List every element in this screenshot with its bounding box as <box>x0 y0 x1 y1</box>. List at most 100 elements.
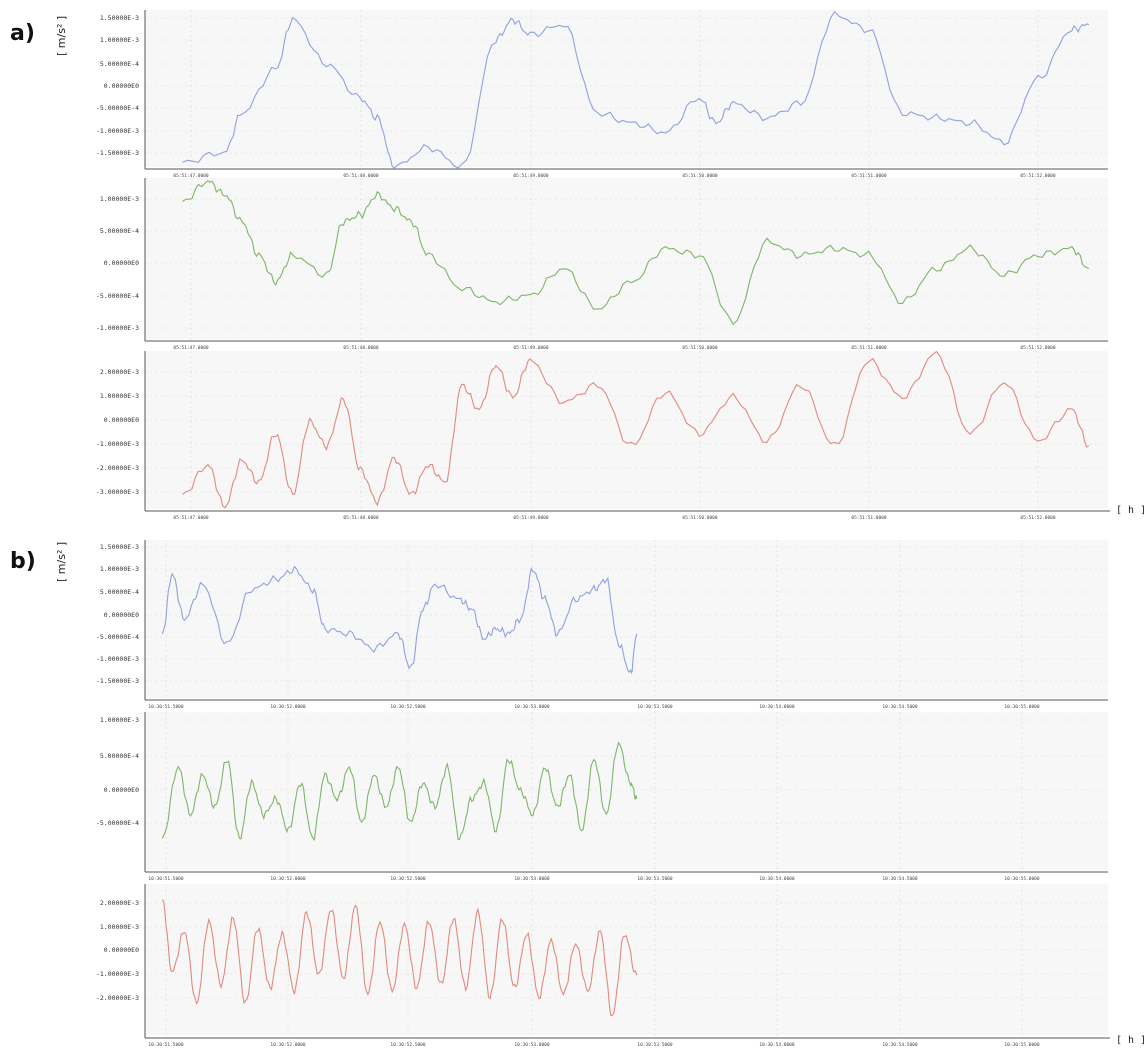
x-tick-label: 10:30:54.0000 <box>759 1042 795 1048</box>
y-tick-label: -1.00000E-3 <box>96 127 139 135</box>
x-tick-label: 05:51:50.0000 <box>682 515 718 521</box>
panel-b-letter: b) <box>10 549 36 574</box>
x-tick-label: 05:51:51.0000 <box>851 345 887 351</box>
x-tick-label: 10:30:54.5000 <box>882 876 918 882</box>
y-tick-label: 1.50000E-3 <box>100 14 139 22</box>
chart-a-row-1: 1.50000E-3 1.00000E-3 5.00000E-4 0.00000E0 -… <box>96 10 1108 179</box>
plot-background <box>145 10 1108 167</box>
charts-layer: 1.50000E-3 1.00000E-3 5.00000E-4 0.00000E0 -… <box>96 10 1110 1048</box>
y-tick-label: 0.00000E0 <box>104 416 139 424</box>
chart-a-row-3: 2.00000E-3 1.00000E-3 0.00000E0 -1.00000E-3… <box>96 350 1110 521</box>
x-tick-label: 10:30:53.5000 <box>637 704 673 710</box>
x-tick-label: 10:30:55.0000 <box>1004 1042 1040 1048</box>
x-tick-label: 10:30:51.5000 <box>148 704 184 710</box>
y-tick-label: -1.00000E-3 <box>96 970 139 978</box>
y-tick-label: 5.00000E-4 <box>100 60 139 68</box>
y-tick-label: -3.00000E-3 <box>96 488 139 496</box>
plot-background <box>145 540 1108 698</box>
y-tick-label: 5.00000E-4 <box>100 588 139 596</box>
y-tick-label: 1.00000E-3 <box>100 923 139 931</box>
series-line <box>161 741 638 842</box>
series-line <box>182 350 1090 509</box>
y-tick-label: -1.00000E-3 <box>96 324 139 332</box>
plot-background <box>145 712 1108 870</box>
y-tick-label: 0.00000E0 <box>104 82 139 90</box>
y-tick-label: 1.00000E-3 <box>100 392 139 400</box>
x-tick-label: 10:30:53.0000 <box>514 876 550 882</box>
x-tick-label: 05:51:51.0000 <box>851 173 887 179</box>
x-tick-label: 10:30:55.0000 <box>1004 704 1040 710</box>
x-tick-label: 05:51:50.0000 <box>682 345 718 351</box>
y-tick-label: 0.00000E0 <box>104 786 139 794</box>
x-tick-label: 10:30:52.5000 <box>390 876 426 882</box>
y-tick-label: -5.00000E-4 <box>96 292 139 300</box>
chart-b-row-3: 2.00000E-3 1.00000E-3 0.00000E0 -1.00000E-3… <box>96 884 1110 1048</box>
x-tick-label: 10:30:53.5000 <box>637 1042 673 1048</box>
panel-b-y-unit: [ m/s² ] <box>55 542 68 582</box>
series-line <box>182 180 1090 326</box>
x-tick-label: 10:30:54.0000 <box>759 876 795 882</box>
x-tick-label: 10:30:53.0000 <box>514 704 550 710</box>
panel-a-letter: a) <box>10 21 35 46</box>
x-tick-label: 10:30:51.5000 <box>148 876 184 882</box>
x-tick-label: 10:30:53.5000 <box>637 876 673 882</box>
y-tick-label: 1.50000E-3 <box>100 543 139 551</box>
x-tick-label: 10:30:54.0000 <box>759 704 795 710</box>
y-tick-label: -5.00000E-4 <box>96 633 139 641</box>
x-tick-label: 10:30:52.5000 <box>390 704 426 710</box>
y-tick-label: 5.00000E-4 <box>100 227 139 235</box>
y-tick-label: 2.00000E-3 <box>100 368 139 376</box>
y-tick-label: -1.50000E-3 <box>96 149 139 157</box>
series-line <box>161 565 638 675</box>
x-tick-label: 10:30:53.0000 <box>514 1042 550 1048</box>
y-tick-label: -1.00000E-3 <box>96 440 139 448</box>
x-tick-label: 10:30:52.0000 <box>270 876 306 882</box>
series-line <box>161 899 638 1016</box>
x-tick-label: 05:51:48.0000 <box>343 515 379 521</box>
y-tick-label: 0.00000E0 <box>104 259 139 267</box>
x-tick-label: 10:30:51.5000 <box>148 1042 184 1048</box>
y-tick-label: 1.00000E-3 <box>100 195 139 203</box>
plot-background <box>145 884 1108 1035</box>
chart-b-row-1: 1.50000E-3 1.00000E-3 5.00000E-4 0.00000E0 -… <box>96 540 1108 710</box>
y-tick-label: -2.00000E-3 <box>96 464 139 472</box>
x-tick-label: 05:51:47.0000 <box>173 173 209 179</box>
series-line <box>182 10 1089 169</box>
plot-background <box>145 351 1108 509</box>
y-tick-label: 0.00000E0 <box>104 946 139 954</box>
x-tick-label: 05:51:47.0000 <box>173 345 209 351</box>
x-tick-label: 05:51:48.0000 <box>343 345 379 351</box>
y-tick-label: -1.50000E-3 <box>96 677 139 685</box>
y-tick-label: -1.00000E-3 <box>96 655 139 663</box>
chart-a-row-2: 1.00000E-3 5.00000E-4 0.00000E0 -5.00000E-4… <box>96 178 1108 351</box>
panel-b-x-unit: [ h ] <box>1116 1035 1145 1046</box>
panel-a-x-unit: [ h ] <box>1116 505 1145 516</box>
x-tick-label: 05:51:51.0000 <box>851 515 887 521</box>
y-tick-label: 0.00000E0 <box>104 611 139 619</box>
x-tick-label: 05:51:49.0000 <box>513 515 549 521</box>
x-tick-label: 10:30:52.0000 <box>270 1042 306 1048</box>
x-tick-label: 05:51:52.0000 <box>1020 515 1056 521</box>
y-tick-label: -5.00000E-4 <box>96 104 139 112</box>
x-tick-label: 05:51:52.0000 <box>1020 173 1056 179</box>
plot-background <box>145 178 1108 339</box>
chart-b-row-2: 1.00000E-3 5.00000E-4 0.00000E0 -5.00000E-4… <box>96 712 1108 882</box>
panel-a-y-unit: [ m/s² ] <box>55 16 68 56</box>
y-tick-label: -5.00000E-4 <box>96 819 139 827</box>
y-tick-label: 5.00000E-4 <box>100 752 139 760</box>
y-tick-label: -2.00000E-3 <box>96 994 139 1002</box>
x-tick-label: 10:30:55.0000 <box>1004 876 1040 882</box>
y-tick-label: 1.00000E-3 <box>100 36 139 44</box>
x-tick-label: 10:30:54.5000 <box>882 1042 918 1048</box>
x-tick-label: 10:30:52.5000 <box>390 1042 426 1048</box>
y-tick-label: 1.00000E-3 <box>100 565 139 573</box>
x-tick-label: 10:30:54.5000 <box>882 704 918 710</box>
y-tick-label: 1.00000E-3 <box>100 716 139 724</box>
y-tick-label: 2.00000E-3 <box>100 899 139 907</box>
x-tick-label: 05:51:49.0000 <box>513 345 549 351</box>
x-tick-label: 10:30:52.0000 <box>270 704 306 710</box>
x-tick-label: 05:51:47.0000 <box>173 515 209 521</box>
x-tick-label: 05:51:52.0000 <box>1020 345 1056 351</box>
x-tick-label: 05:51:49.0000 <box>513 173 549 179</box>
